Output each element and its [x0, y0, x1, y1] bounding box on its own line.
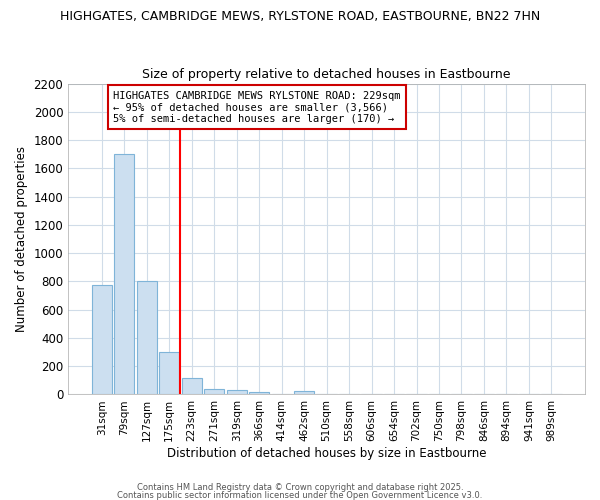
Bar: [204, 389, 224, 394]
Bar: [227, 390, 247, 394]
Text: Contains HM Land Registry data © Crown copyright and database right 2025.: Contains HM Land Registry data © Crown c…: [137, 484, 463, 492]
Bar: [137, 282, 157, 395]
Title: Size of property relative to detached houses in Eastbourne: Size of property relative to detached ho…: [142, 68, 511, 81]
Bar: [159, 352, 179, 395]
Text: HIGHGATES CAMBRIDGE MEWS RYLSTONE ROAD: 229sqm
← 95% of detached houses are smal: HIGHGATES CAMBRIDGE MEWS RYLSTONE ROAD: …: [113, 90, 401, 124]
Bar: [294, 391, 314, 394]
Text: Contains public sector information licensed under the Open Government Licence v3: Contains public sector information licen…: [118, 490, 482, 500]
Bar: [92, 285, 112, 395]
Text: HIGHGATES, CAMBRIDGE MEWS, RYLSTONE ROAD, EASTBOURNE, BN22 7HN: HIGHGATES, CAMBRIDGE MEWS, RYLSTONE ROAD…: [60, 10, 540, 23]
Y-axis label: Number of detached properties: Number of detached properties: [15, 146, 28, 332]
Bar: [182, 378, 202, 394]
Bar: [114, 154, 134, 394]
X-axis label: Distribution of detached houses by size in Eastbourne: Distribution of detached houses by size …: [167, 447, 487, 460]
Bar: [249, 392, 269, 394]
